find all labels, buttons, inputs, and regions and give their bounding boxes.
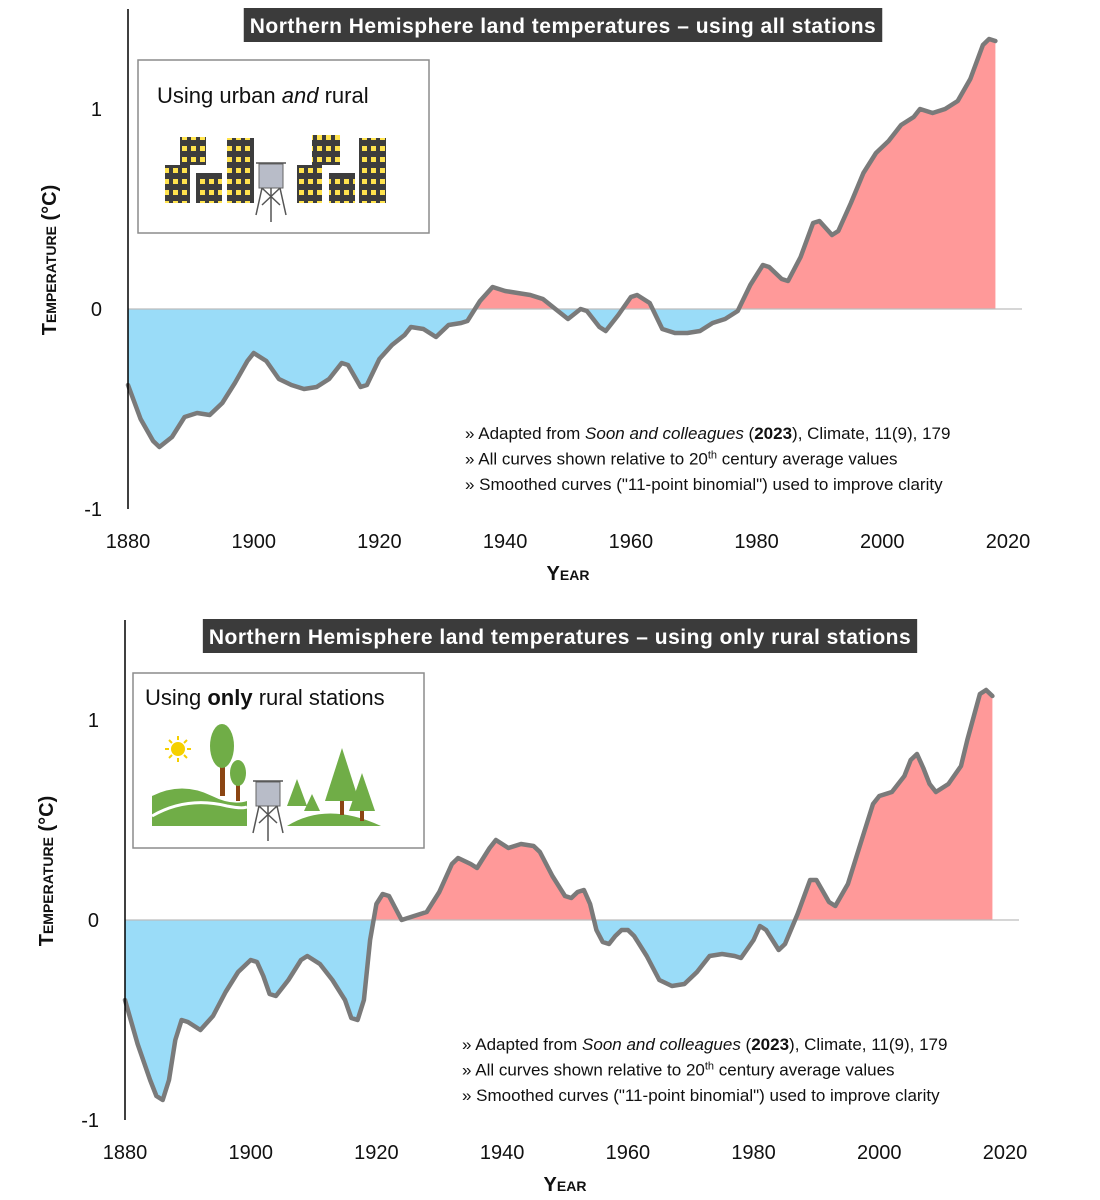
y-tick-label: -1 — [84, 499, 102, 521]
text-segment: Soon and colleagues — [585, 424, 744, 443]
city-icon — [165, 135, 386, 222]
y-tick-label: 0 — [91, 299, 102, 321]
x-tick-label: 1880 — [103, 1142, 148, 1164]
title-box — [243, 8, 883, 42]
text-segment: » All curves shown relative to 20 — [462, 1061, 705, 1080]
y-tick-label: -1 — [81, 1110, 99, 1132]
note: » All curves shown relative to 20th cent… — [462, 1061, 895, 1080]
x-tick-label: 1920 — [354, 1142, 399, 1164]
text-segment: Using — [145, 685, 207, 710]
x-axis-title: Year — [547, 563, 590, 585]
x-tick-label: 1940 — [483, 531, 528, 553]
text-segment: rural — [318, 83, 368, 108]
positive-area — [128, 39, 996, 309]
text-segment: th — [708, 450, 717, 462]
text-segment: ( — [741, 1035, 752, 1054]
negative-area — [125, 920, 993, 1100]
text-segment: » Adapted from — [462, 1035, 582, 1054]
text-segment: th — [705, 1061, 714, 1073]
negative-area — [128, 309, 996, 447]
x-tick-label: 1920 — [357, 531, 402, 553]
y-tick-label: 1 — [91, 99, 102, 121]
temperature-line — [122, 687, 995, 1103]
text-segment: Soon and colleagues — [582, 1035, 741, 1054]
text-segment: ( — [744, 424, 755, 443]
text-segment: ), Climate, 11(9), 179 — [789, 1035, 947, 1054]
x-tick-label: 1900 — [231, 531, 276, 553]
note: » Adapted from Soon and colleagues (2023… — [462, 1035, 947, 1054]
x-tick-label: 1900 — [228, 1142, 273, 1164]
text-segment: 2023 — [754, 424, 792, 443]
text-segment: » Smoothed curves ("11-point binomial") … — [462, 1086, 940, 1105]
x-tick-label: 2000 — [857, 1142, 902, 1164]
text-segment: 2023 — [751, 1035, 789, 1054]
chart-title: Northern Hemisphere land temperatures – … — [250, 15, 877, 38]
x-tick-label: 1940 — [480, 1142, 525, 1164]
y-tick-label: 1 — [88, 710, 99, 732]
panel: -1 0 1 1880 1900 1920 1940 1960 1980 2000 2020 Year… — [36, 619, 1027, 1196]
text-segment: » Adapted from — [465, 424, 585, 443]
text-segment: century average values — [714, 1061, 895, 1080]
x-tick-label: 1960 — [606, 1142, 651, 1164]
note: » Smoothed curves ("11-point binomial") … — [465, 475, 943, 494]
chart-title: Northern Hemisphere land temperatures – … — [209, 626, 911, 649]
note: » Adapted from Soon and colleagues (2023… — [465, 424, 950, 443]
text-segment: and — [282, 83, 319, 108]
note: » Smoothed curves ("11-point binomial") … — [462, 1086, 940, 1105]
text-segment: century average values — [717, 450, 898, 469]
x-tick-label: 1960 — [609, 531, 654, 553]
panel: -1 0 1 1880 1900 1920 1940 1960 1980 2000 2020 Year… — [39, 8, 1030, 585]
text-segment: ), Climate, 11(9), 179 — [792, 424, 950, 443]
temperature-line — [125, 36, 998, 450]
x-tick-label: 2020 — [983, 1142, 1028, 1164]
y-axis-title: Temperature (°C) — [36, 796, 58, 947]
text-segment: » Smoothed curves ("11-point binomial") … — [465, 475, 943, 494]
text-segment: rural stations — [253, 685, 385, 710]
x-tick-label: 1880 — [106, 531, 151, 553]
text-segment: » All curves shown relative to 20 — [465, 450, 708, 469]
inset-label: Using only rural stations — [145, 685, 385, 710]
y-axis-title: Temperature (°C) — [39, 185, 61, 336]
text-segment: Using urban — [157, 83, 282, 108]
x-tick-label: 2020 — [986, 531, 1031, 553]
x-tick-label: 2000 — [860, 531, 905, 553]
title-box — [202, 619, 918, 653]
x-tick-label: 1980 — [731, 1142, 776, 1164]
x-tick-label: 1980 — [734, 531, 779, 553]
x-axis-title: Year — [544, 1174, 587, 1196]
inset-label: Using urban and rural — [157, 83, 369, 108]
y-tick-label: 0 — [88, 910, 99, 932]
note: » All curves shown relative to 20th cent… — [465, 450, 898, 469]
text-segment: only — [207, 685, 253, 710]
positive-area — [125, 690, 993, 920]
rural-icon — [151, 724, 381, 841]
